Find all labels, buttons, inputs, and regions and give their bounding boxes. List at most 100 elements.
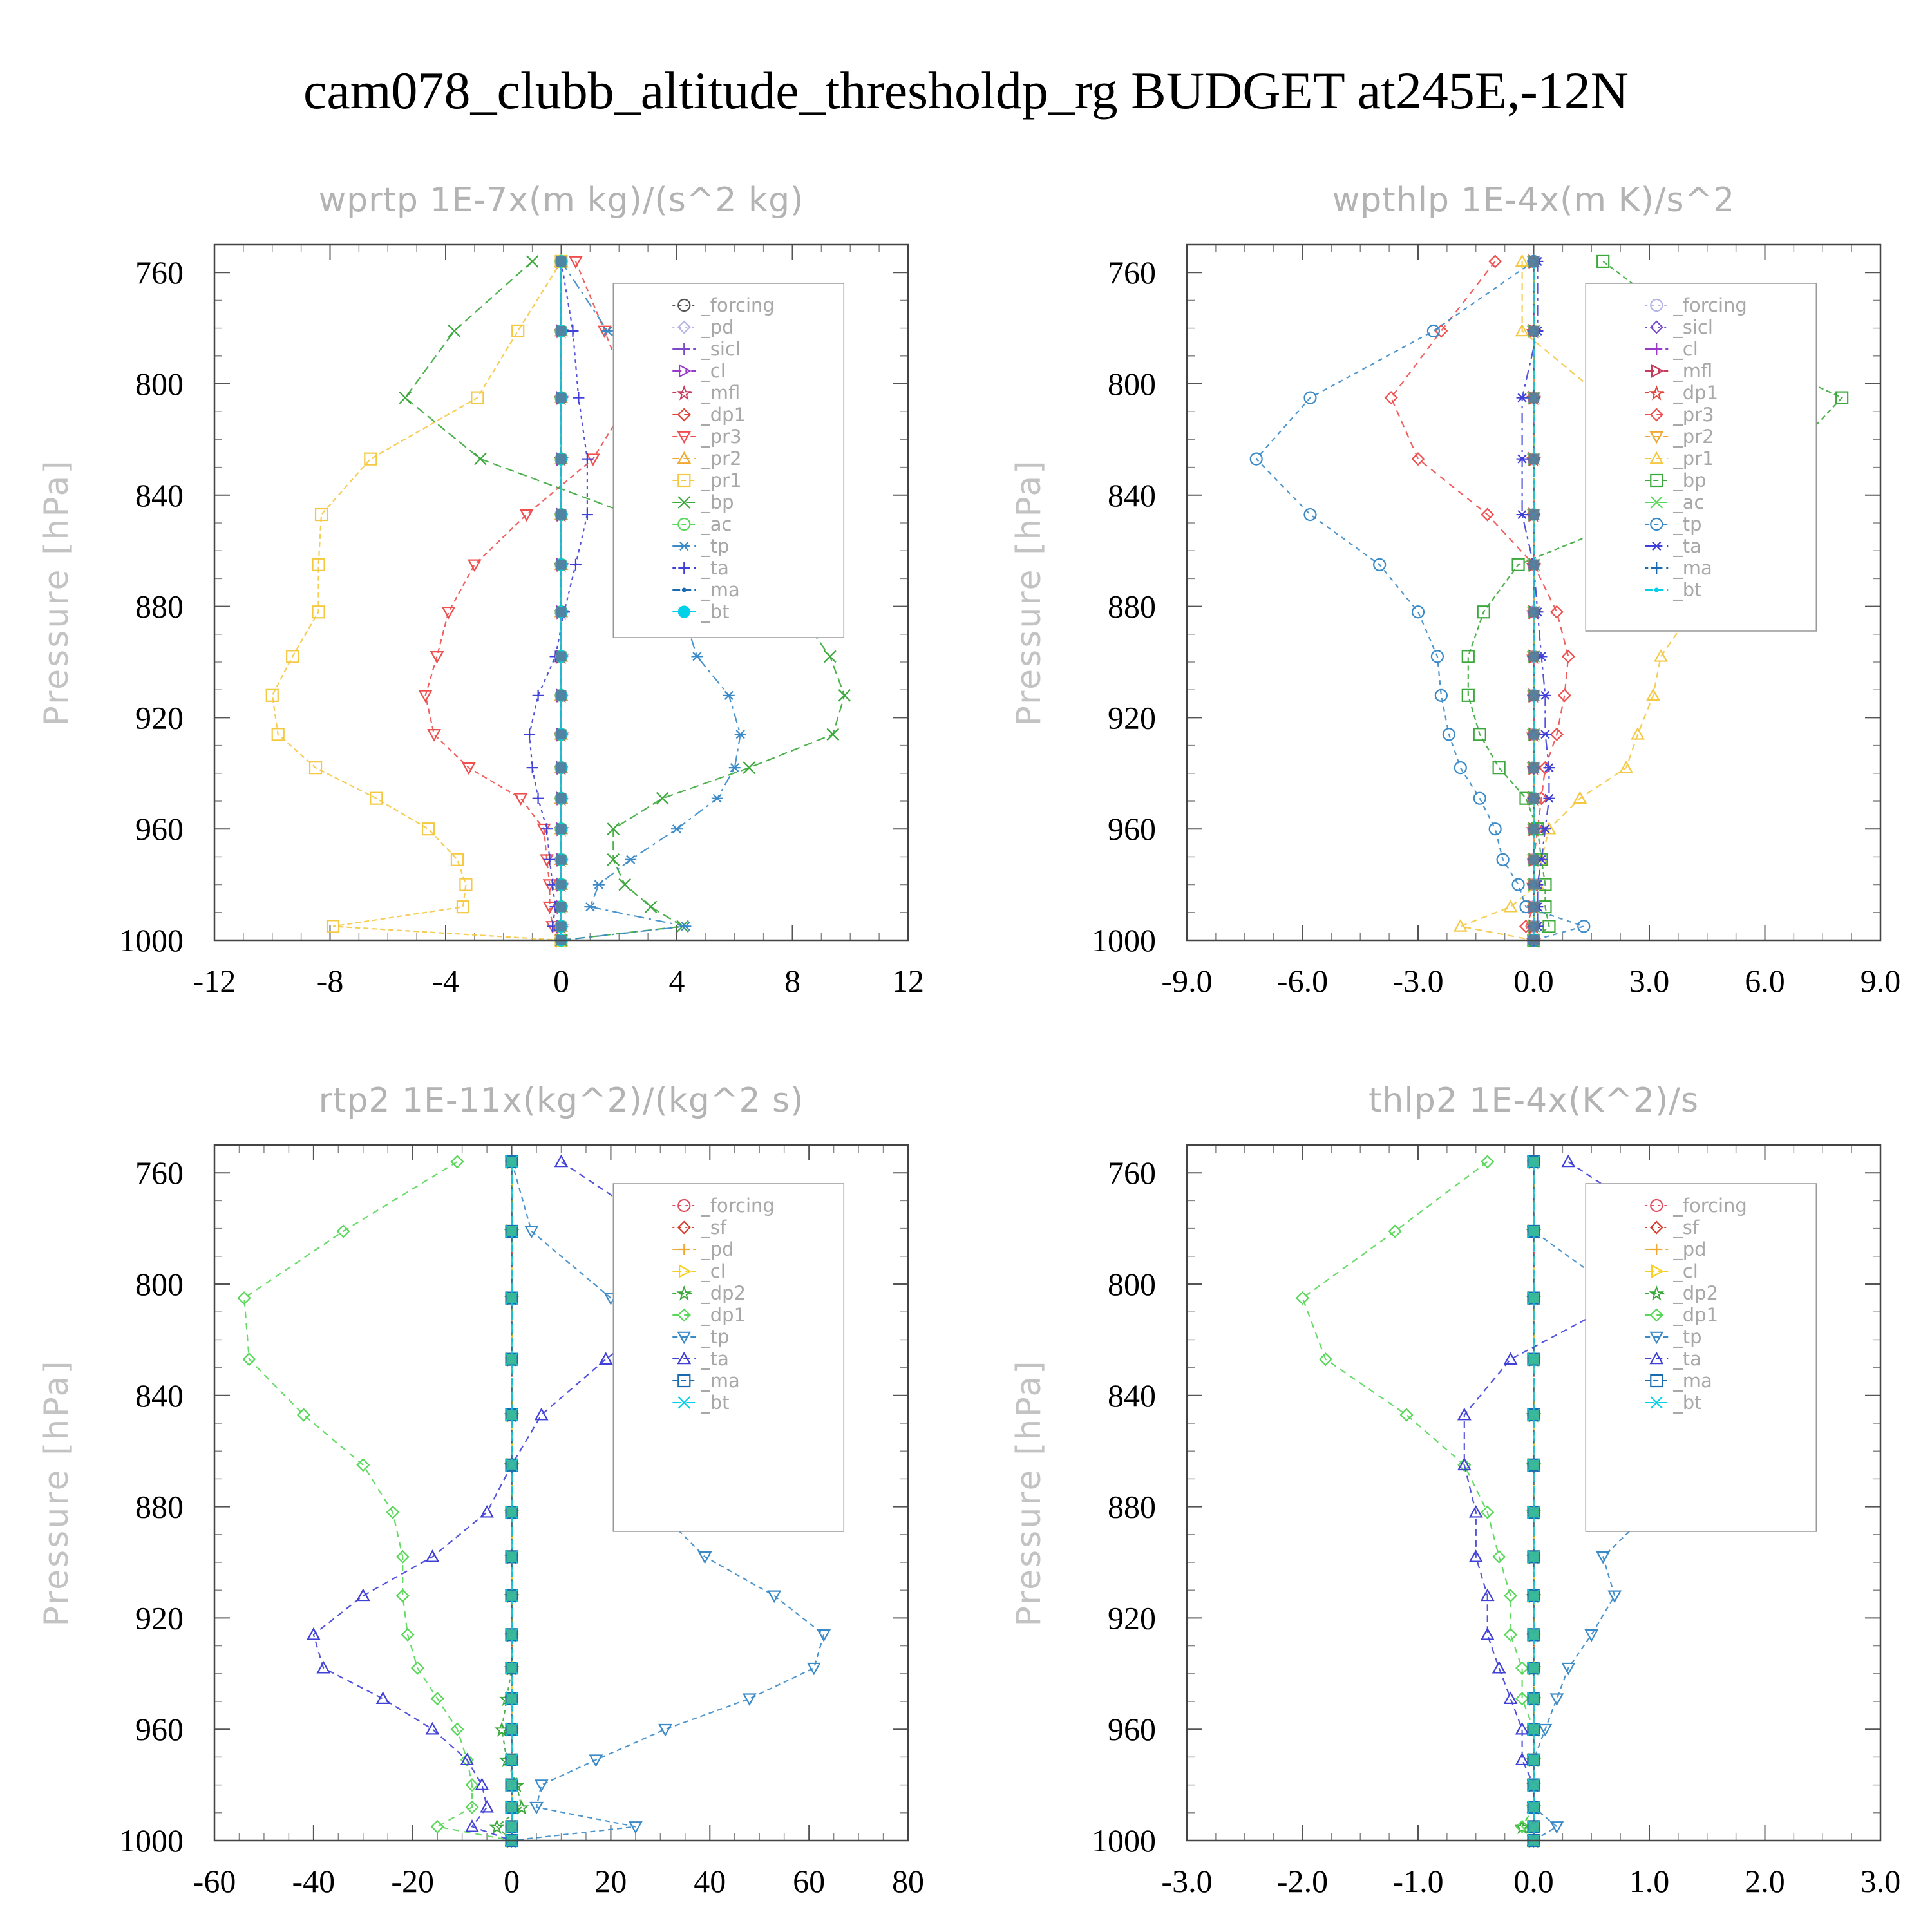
legend-marker (677, 496, 691, 509)
data-point (532, 792, 544, 804)
legend-item: _ta (1645, 535, 1701, 557)
data-point (817, 1629, 831, 1642)
x-tick-label: 80 (892, 1863, 924, 1899)
legend-label: _forcing (700, 294, 775, 316)
data-point (1492, 1660, 1506, 1674)
legend-label: _ma (1672, 1370, 1712, 1392)
y-axis-label: Pressure [hPa] (1010, 459, 1048, 726)
x-tick-label: 1.0 (1629, 1863, 1670, 1899)
data-point (734, 730, 746, 739)
zero-marker (1528, 1629, 1539, 1640)
data-point (743, 761, 755, 774)
x-tick-label: 2.0 (1745, 1863, 1785, 1899)
legend-item: _bp (672, 491, 734, 513)
data-point (474, 452, 487, 466)
data-point (1631, 727, 1645, 740)
data-point (1515, 1661, 1530, 1675)
zero-marker (1528, 1590, 1539, 1601)
data-point (356, 1458, 370, 1472)
data-point (430, 1692, 444, 1706)
legend-item: _dp2 (1645, 1282, 1718, 1304)
series-dp1 (237, 1155, 519, 1848)
data-point (462, 762, 476, 775)
zero-marker (506, 1693, 517, 1704)
x-tick-label: 4 (669, 963, 685, 999)
legend-marker (1650, 517, 1663, 531)
legend-label: _bt (1672, 579, 1701, 601)
data-point (1503, 1352, 1518, 1365)
data-point (1516, 509, 1528, 520)
data-point (1539, 730, 1551, 739)
data-point (427, 729, 441, 742)
legend-label: _cl (1672, 338, 1698, 360)
zero-marker (1528, 453, 1539, 464)
y-tick-label: 1000 (1092, 1823, 1156, 1859)
data-point (1549, 1693, 1564, 1706)
data-point (1516, 454, 1528, 464)
data-point (1411, 452, 1425, 466)
legend-marker (1651, 541, 1663, 551)
data-point (316, 1660, 331, 1674)
x-tick-label: -60 (193, 1863, 236, 1899)
legend-label: _sicl (1672, 316, 1713, 338)
series-pr1 (265, 254, 568, 947)
zero-marker (1528, 1754, 1539, 1765)
data-point (425, 1549, 440, 1562)
data-point (1303, 391, 1317, 404)
legend-item: _forcing (672, 294, 775, 316)
zero-marker (1528, 1693, 1539, 1704)
legend-marker (677, 1374, 691, 1388)
zero-marker (556, 325, 567, 336)
legend-item: _dp1 (1645, 382, 1718, 404)
data-point (1492, 761, 1506, 775)
legend-box (1585, 1183, 1817, 1532)
zero-marker (1528, 921, 1539, 932)
legend-label: _ac (1672, 491, 1704, 513)
y-tick-label: 800 (135, 366, 184, 402)
legend-marker (677, 408, 691, 422)
data-point (767, 1590, 782, 1604)
legend-marker (677, 320, 691, 334)
data-point (1399, 1408, 1414, 1422)
x-tick-label: -1.0 (1392, 1863, 1443, 1899)
legend-item: _sicl (672, 338, 741, 360)
legend-marker (676, 1285, 692, 1301)
data-point (573, 392, 585, 404)
data-point (1596, 254, 1610, 269)
data-point (607, 822, 620, 835)
legend-item: _bt (672, 1392, 730, 1414)
data-point (592, 880, 605, 889)
data-point (355, 1588, 370, 1602)
zero-marker (1528, 1459, 1539, 1470)
x-tick-label: -9.0 (1161, 963, 1212, 999)
legend-box (612, 1183, 845, 1532)
panel-1: wprtp 1E-7x(m kg)/(s^2 kg) Pressure [hPa]… (37, 181, 924, 999)
zero-marker (1528, 1724, 1539, 1735)
data-point (375, 1691, 390, 1704)
zero-line-markers (506, 1156, 517, 1846)
legend-label: _tp (1672, 1326, 1701, 1348)
data-point (728, 763, 741, 773)
data-point (532, 689, 544, 701)
data-point (306, 1627, 321, 1640)
data-point (1388, 1224, 1402, 1238)
legend-item: _dp1 (1645, 1304, 1718, 1326)
y-tick-label: 880 (1108, 1489, 1156, 1525)
legend-marker (677, 451, 692, 464)
data-point (511, 324, 525, 338)
legend-item: _forcing (1645, 1195, 1747, 1217)
legend-label: _ta (1672, 1348, 1701, 1370)
zero-marker (1528, 879, 1539, 890)
data-point (296, 1408, 311, 1422)
y-tick-label: 880 (1108, 589, 1156, 625)
data-point (450, 853, 464, 866)
legend-item: _ma (672, 579, 740, 601)
data-point (418, 690, 433, 703)
data-point (465, 1800, 479, 1814)
legend-label: _forcing (1672, 1195, 1747, 1217)
legend-item: _dp2 (672, 1282, 746, 1304)
data-point (567, 325, 579, 337)
data-point (450, 1722, 464, 1736)
data-point (1515, 323, 1530, 337)
data-point (465, 1819, 479, 1832)
